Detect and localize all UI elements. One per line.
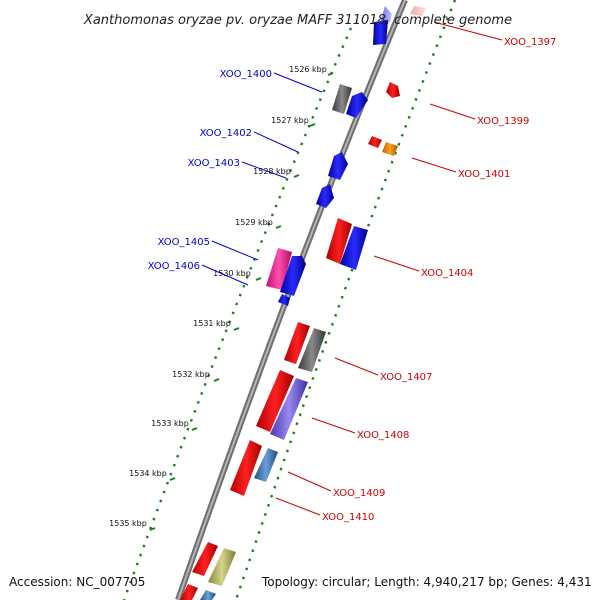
gene-shape[interactable] <box>270 378 308 440</box>
kbp-tick-label: 1531 kbp <box>193 319 231 328</box>
gene-label[interactable]: XOO_1405 <box>158 237 210 248</box>
kbp-tick-label: 1528 kbp <box>253 167 291 176</box>
kbp-tick-label: 1529 kbp <box>235 218 273 227</box>
gene-shape[interactable] <box>368 136 382 148</box>
gene-label-connector <box>411 157 457 173</box>
genome-axis <box>175 0 408 600</box>
gene-label-connector <box>433 21 503 41</box>
gene-label[interactable]: XOO_1407 <box>380 372 432 383</box>
kbp-tick-label: 1535 kbp <box>109 519 147 528</box>
kbp-tick-mark <box>149 527 156 531</box>
gene-label[interactable]: XOO_1404 <box>421 268 473 279</box>
gene-shape[interactable] <box>208 548 236 586</box>
gene-shape[interactable] <box>280 256 306 296</box>
gene-label[interactable]: XOO_1410 <box>322 512 374 523</box>
gene-features <box>180 6 426 600</box>
kbp-tick-mark <box>309 123 316 127</box>
kbp-tick-mark <box>293 174 300 178</box>
kbp-ticks: 1526 kbp 1527 kbp 1528 kbp 1529 kbp 1530 kbp… <box>109 65 334 531</box>
gene-label[interactable]: XOO_1399 <box>477 116 529 127</box>
gene-label[interactable]: XOO_1409 <box>333 488 385 499</box>
gene-shape[interactable] <box>180 584 198 600</box>
gene-shape[interactable] <box>410 6 426 16</box>
gene-shape[interactable] <box>284 322 310 364</box>
gene-shape[interactable] <box>278 294 290 306</box>
gene-label[interactable]: XOO_1408 <box>357 430 409 441</box>
topology-text: Topology: circular; Length: 4,940,217 bp… <box>262 575 592 589</box>
kbp-tick-label: 1532 kbp <box>172 370 210 379</box>
kbp-tick-label: 1530 kbp <box>213 269 251 278</box>
gene-label-connector <box>429 103 476 120</box>
gene-shape[interactable] <box>373 20 388 45</box>
kbp-tick-mark <box>275 225 282 229</box>
gene-label[interactable]: XOO_1397 <box>504 37 556 48</box>
inner-tick-ring <box>234 0 457 600</box>
gene-label[interactable]: XOO_1401 <box>458 169 510 180</box>
gene-shape[interactable] <box>332 84 352 114</box>
outer-tick-ring <box>122 27 353 600</box>
gene-label-connector <box>253 131 299 153</box>
gene-label-connector <box>201 264 249 286</box>
gene-shape[interactable] <box>316 184 334 208</box>
gene-shape[interactable] <box>298 328 326 372</box>
gene-shape[interactable] <box>200 590 216 600</box>
gene-label-connector <box>275 497 321 516</box>
gene-shape[interactable] <box>192 542 218 576</box>
kbp-tick-mark <box>233 327 240 331</box>
gene-label-connector <box>311 417 356 434</box>
gene-label-connector <box>287 471 332 492</box>
gene-shape[interactable] <box>326 218 352 264</box>
gene-shape[interactable] <box>328 152 348 180</box>
kbp-tick-label: 1526 kbp <box>289 65 327 74</box>
gene-label-connector <box>334 357 379 376</box>
accession-text: Accession: NC_007705 <box>9 575 146 589</box>
gene-label[interactable]: XOO_1402 <box>200 128 252 139</box>
gene-shape[interactable] <box>230 440 262 496</box>
gene-shape[interactable] <box>382 142 398 156</box>
gene-label[interactable]: XOO_1400 <box>220 69 272 80</box>
gene-label[interactable]: XOO_1406 <box>148 261 200 272</box>
gene-labels: XOO_1397 XOO_1399 XOO_1400 XOO_1401 XOO_1402… <box>148 21 556 523</box>
gene-label-connector <box>241 161 287 179</box>
kbp-tick-mark <box>213 378 220 382</box>
gene-label-connector <box>211 240 259 261</box>
kbp-tick-mark <box>255 277 262 281</box>
gene-shape[interactable] <box>266 248 292 290</box>
gene-label[interactable]: XOO_1403 <box>188 158 240 169</box>
kbp-tick-mark <box>169 477 176 481</box>
gene-shape[interactable] <box>340 226 368 270</box>
gene-label-connector <box>273 72 323 93</box>
gene-label-connector <box>373 255 420 272</box>
gene-shape[interactable] <box>254 448 278 482</box>
kbp-tick-mark <box>191 427 198 431</box>
gene-shape[interactable] <box>386 82 400 98</box>
gene-shape[interactable] <box>346 92 368 118</box>
kbp-tick-label: 1533 kbp <box>151 419 189 428</box>
gene-shape[interactable] <box>256 370 294 432</box>
kbp-tick-mark <box>327 72 334 76</box>
kbp-tick-label: 1527 kbp <box>271 116 309 125</box>
genome-title: Xanthomonas oryzae pv. oryzae MAFF 31101… <box>83 13 512 28</box>
kbp-tick-label: 1534 kbp <box>129 469 167 478</box>
